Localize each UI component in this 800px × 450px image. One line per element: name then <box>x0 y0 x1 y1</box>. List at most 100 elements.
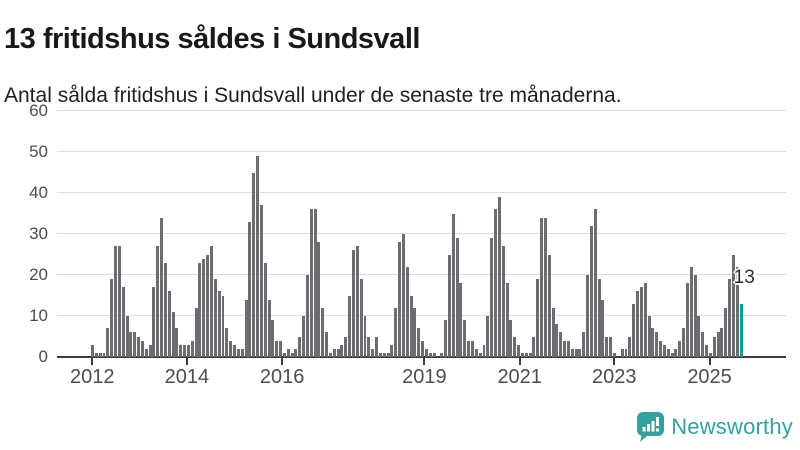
bar <box>129 332 133 357</box>
x-tick-label: 2019 <box>402 366 447 388</box>
bar <box>290 352 294 357</box>
bar <box>647 316 651 357</box>
bar <box>313 209 317 357</box>
bar <box>371 348 375 357</box>
bar <box>248 221 252 357</box>
gridline <box>57 151 786 152</box>
bar <box>94 352 98 357</box>
bar <box>440 352 444 357</box>
bar <box>106 328 110 357</box>
bar <box>597 279 601 357</box>
bar <box>517 344 521 357</box>
x-tick-mark <box>185 358 188 365</box>
plot-area <box>57 110 786 358</box>
bar <box>731 254 735 357</box>
bar <box>367 336 371 357</box>
bar <box>282 352 286 357</box>
bar <box>175 328 179 357</box>
bar <box>467 340 471 357</box>
bar <box>163 262 167 357</box>
bar <box>179 344 183 357</box>
bar <box>524 352 528 357</box>
bar <box>344 336 348 357</box>
bar <box>190 340 194 357</box>
bar <box>682 328 686 357</box>
bar <box>628 336 632 357</box>
bar <box>624 348 628 357</box>
bar <box>98 352 102 357</box>
bar <box>478 352 482 357</box>
bar <box>459 283 463 357</box>
x-tick-label: 2014 <box>164 366 210 388</box>
bar <box>298 336 302 357</box>
bar <box>697 316 701 357</box>
bar <box>194 307 198 357</box>
bar <box>724 307 728 357</box>
bar <box>570 348 574 357</box>
bar <box>271 320 275 357</box>
bar <box>114 246 117 357</box>
x-tick-mark <box>708 358 711 365</box>
bar <box>655 332 659 357</box>
bar <box>739 303 743 357</box>
bar <box>233 344 236 357</box>
bar <box>670 352 674 357</box>
bar <box>705 344 709 357</box>
bar <box>401 234 405 357</box>
chart-title: 13 fritidshus såldes i Sundsvall <box>4 23 420 56</box>
y-tick-label: 10 <box>29 306 48 325</box>
x-tick-mark <box>91 358 94 365</box>
bar <box>432 352 436 357</box>
y-tick-label: 30 <box>29 224 48 243</box>
bar <box>263 262 267 357</box>
y-tick-label: 60 <box>29 101 48 120</box>
bar <box>317 242 321 357</box>
bar <box>348 295 352 357</box>
bar <box>728 279 732 357</box>
bar <box>666 348 670 357</box>
newsworthy-bubble-icon <box>637 412 665 442</box>
bar <box>217 291 221 357</box>
bar <box>186 344 190 357</box>
bar <box>693 275 697 357</box>
bar <box>394 307 398 357</box>
chart-subtitle: Antal sålda fritidshus i Sundsvall under… <box>4 84 622 107</box>
bar <box>543 217 547 357</box>
bar <box>494 209 497 357</box>
bar <box>566 340 570 357</box>
bar <box>639 287 643 357</box>
bar <box>332 348 336 357</box>
bar <box>275 340 279 357</box>
bar <box>133 332 137 357</box>
bar <box>659 340 663 357</box>
bar <box>463 320 467 357</box>
bar <box>160 217 164 357</box>
bar <box>240 348 244 357</box>
bar <box>183 344 187 357</box>
bar <box>555 324 559 357</box>
bar <box>547 254 551 357</box>
gridline <box>57 274 786 275</box>
bar <box>632 303 636 357</box>
gridline <box>57 315 786 316</box>
gridline <box>57 110 786 111</box>
bar <box>102 352 106 357</box>
bar <box>209 246 213 357</box>
bar <box>643 283 647 357</box>
bar <box>620 348 624 357</box>
y-tick-label: 50 <box>29 142 48 161</box>
bar <box>252 172 256 357</box>
bar <box>689 266 693 357</box>
bar <box>171 311 175 357</box>
bar <box>428 352 432 357</box>
bar <box>398 242 402 357</box>
gridline <box>57 192 786 193</box>
bar <box>91 344 94 357</box>
bar <box>486 316 490 357</box>
bar <box>578 348 582 357</box>
bar <box>355 246 359 357</box>
bar <box>528 352 532 357</box>
bar <box>156 246 160 357</box>
bar <box>294 348 298 357</box>
bar <box>409 295 413 357</box>
